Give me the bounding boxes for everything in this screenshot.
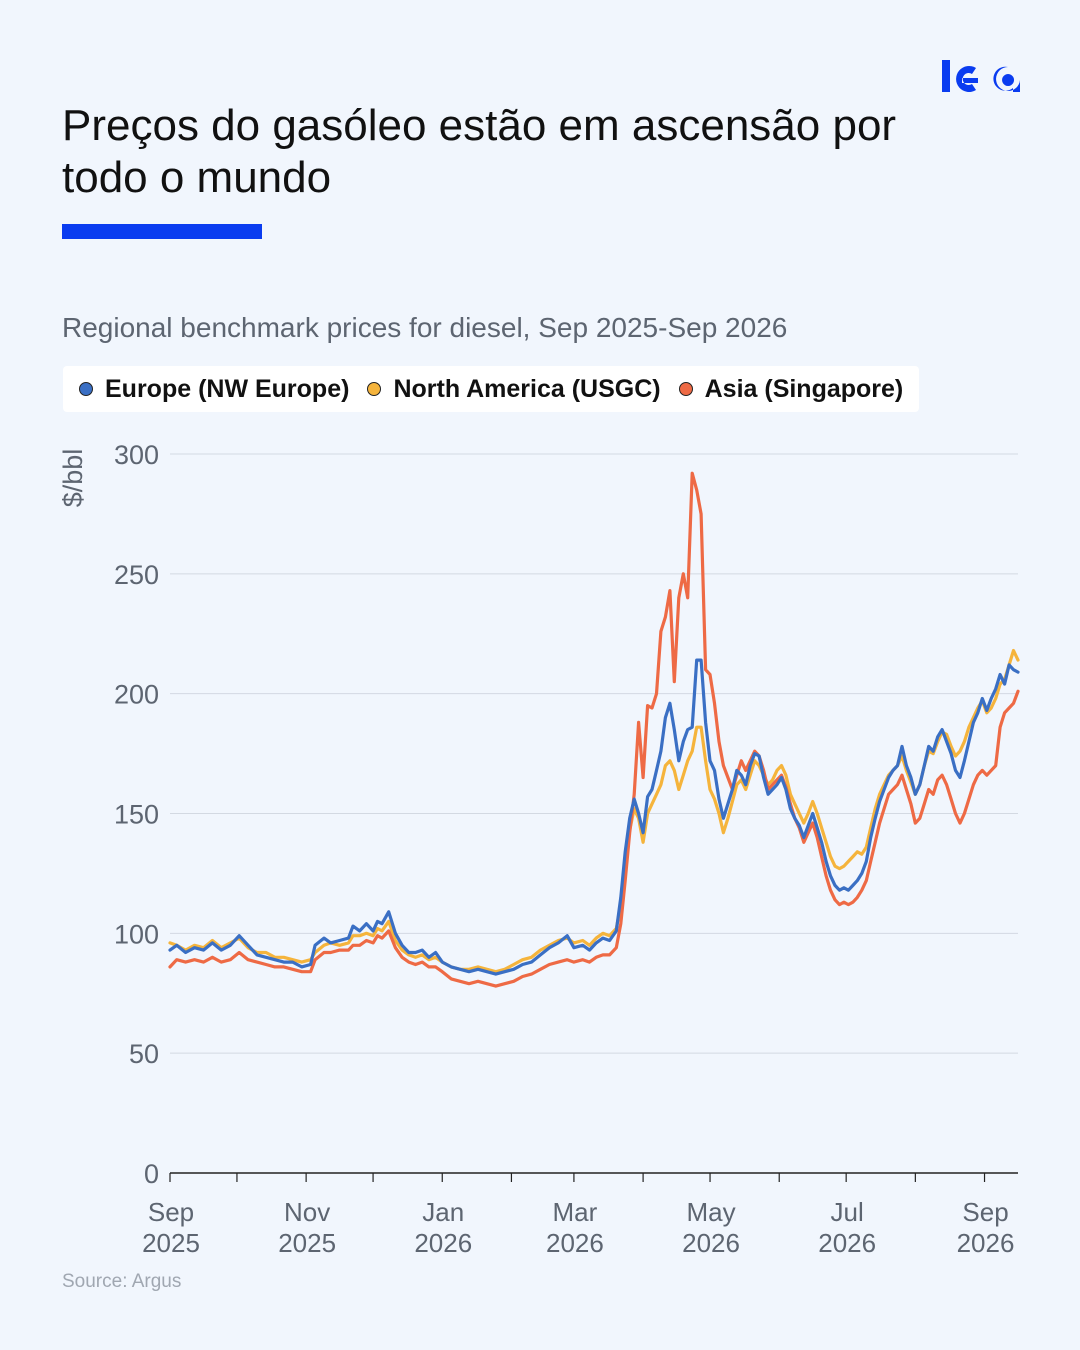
x-tick-label-6: Sep 2026: [957, 1197, 1015, 1258]
x-tick-label-2: Jan 2026: [414, 1197, 472, 1258]
legend: Europe (NW Europe) North America (USGC) …: [63, 366, 920, 412]
legend-dot-north-america: [367, 382, 382, 396]
legend-label-north-america: North America (USGC): [393, 374, 661, 403]
y-tick-label-300: 300: [114, 440, 159, 470]
source-note: Source: Argus: [62, 1271, 182, 1292]
legend-dot-europe: [79, 382, 93, 396]
legend-item-europe: Europe (NW Europe): [79, 375, 349, 404]
legend-label-asia: Asia (Singapore): [704, 374, 904, 403]
legend-item-north-america: North America (USGC): [367, 374, 661, 404]
x-tick-label-5: Jul 2026: [818, 1197, 876, 1258]
line-chart: 0 50 100 150 200 250 300 $/bbl Sep 2025 Nov 2025 J…: [58, 440, 1020, 1258]
y-tick-label-100: 100: [114, 919, 159, 949]
series-lines: [168, 471, 1020, 988]
y-tick-label-0: 0: [144, 1159, 159, 1189]
chart-subtitle: Regional benchmark prices for diesel, Se…: [62, 312, 788, 343]
legend-dot-asia: [678, 382, 693, 396]
y-tick-label-200: 200: [114, 680, 159, 710]
x-tick-label-3: Mar 2026: [546, 1197, 604, 1258]
x-axis: Sep 2025 Nov 2025 Jan 2026 Mar 2026 May 2026 Jul 20…: [142, 1172, 1018, 1258]
series-line-europe-nw-europe: [168, 658, 1020, 976]
legend-item-asia: Asia (Singapore): [678, 374, 904, 404]
y-tick-label-250: 250: [114, 560, 159, 590]
y-axis: 0 50 100 150 200 250 300: [114, 440, 159, 1189]
series-line-asia-singapore: [168, 471, 1020, 988]
x-tick-label-1: Nov 2025: [278, 1197, 336, 1258]
title-accent-bar: [62, 224, 262, 239]
y-tick-label-50: 50: [129, 1039, 159, 1069]
legend-label-europe: Europe (NW Europe): [105, 374, 350, 403]
series-line-north-america-usgc: [168, 648, 1020, 974]
y-axis-label: $/bbl: [58, 449, 88, 508]
y-tick-label-150: 150: [114, 800, 159, 830]
chart-title: Preços do gasóleo estão em ascensão por …: [62, 101, 897, 202]
iea-logo: [942, 60, 1020, 92]
x-tick-label-0: Sep 2025: [142, 1197, 200, 1258]
x-tick-label-4: May 2026: [682, 1197, 740, 1258]
gridlines: [170, 453, 1018, 1054]
